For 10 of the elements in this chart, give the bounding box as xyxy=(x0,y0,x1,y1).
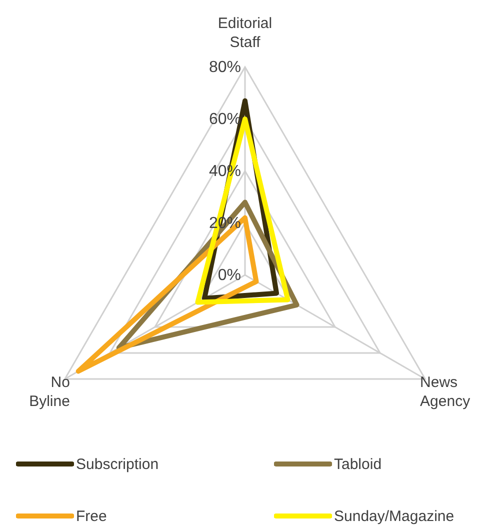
legend-label: Sunday/Magazine xyxy=(334,508,454,524)
spoke-label: No Byline xyxy=(29,374,70,410)
spoke-label: News Agency xyxy=(420,374,471,410)
legend-label: Tabloid xyxy=(334,456,382,472)
spoke-label: Editorial Staff xyxy=(218,15,272,51)
y-tick-label: 80% xyxy=(208,59,241,76)
legend-label: Subscription xyxy=(76,456,159,472)
y-tick-label: 20% xyxy=(208,215,241,232)
y-tick-label: 0% xyxy=(218,267,241,284)
legend-label: Free xyxy=(76,508,107,524)
